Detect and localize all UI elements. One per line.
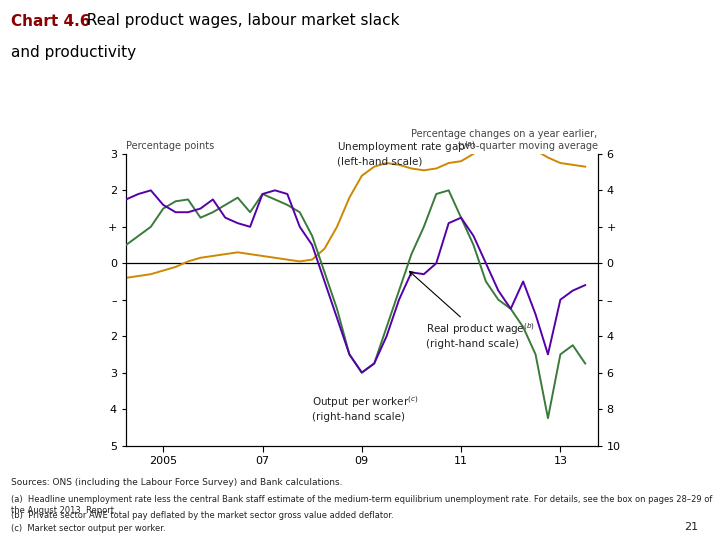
Text: Chart 4.6: Chart 4.6 bbox=[11, 14, 90, 29]
Text: Real product wage$^{(b)}$
(right-hand scale): Real product wage$^{(b)}$ (right-hand sc… bbox=[410, 272, 536, 349]
Text: (b)  Private sector AWE total pay deflated by the market sector gross value adde: (b) Private sector AWE total pay deflate… bbox=[11, 511, 393, 521]
Text: Output per worker$^{(c)}$
(right-hand scale): Output per worker$^{(c)}$ (right-hand sc… bbox=[312, 394, 419, 422]
Text: Percentage points: Percentage points bbox=[126, 141, 215, 151]
Text: (a)  Headline unemployment rate less the central Bank staff estimate of the medi: (a) Headline unemployment rate less the … bbox=[11, 495, 712, 515]
Text: Sources: ONS (including the Labour Force Survey) and Bank calculations.: Sources: ONS (including the Labour Force… bbox=[11, 478, 342, 487]
Text: Percentage changes on a year earlier,
two-quarter moving average: Percentage changes on a year earlier, tw… bbox=[411, 130, 598, 151]
Text: 21: 21 bbox=[684, 522, 698, 532]
Text: Unemployment rate gap$^{(a)}$
(left-hand scale): Unemployment rate gap$^{(a)}$ (left-hand… bbox=[337, 139, 475, 167]
Text: and productivity: and productivity bbox=[11, 45, 136, 60]
Text: (c)  Market sector output per worker.: (c) Market sector output per worker. bbox=[11, 524, 166, 533]
Text: Real product wages, labour market slack: Real product wages, labour market slack bbox=[77, 14, 400, 29]
